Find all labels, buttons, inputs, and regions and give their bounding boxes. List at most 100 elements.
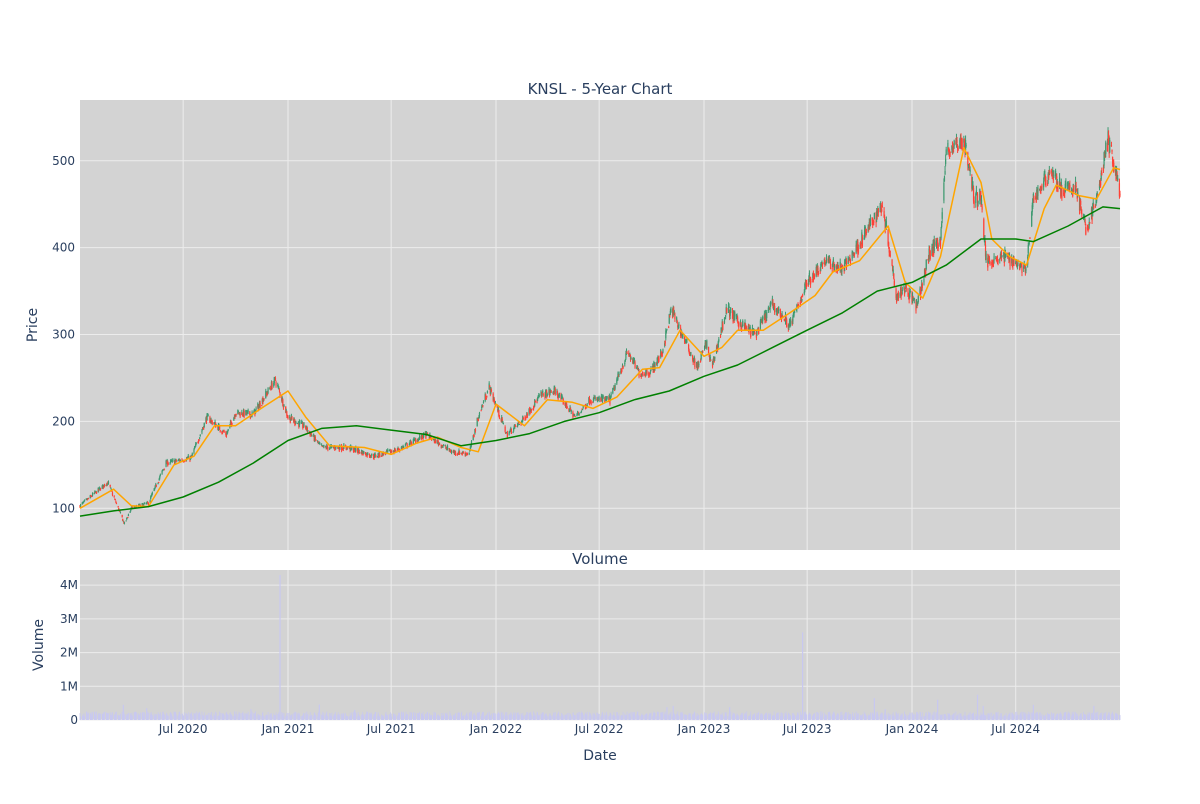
volume-bar bbox=[510, 713, 512, 720]
volume-bar bbox=[494, 713, 496, 720]
volume-bar bbox=[1096, 716, 1098, 720]
volume-bar bbox=[185, 713, 187, 720]
volume-bar bbox=[881, 713, 883, 720]
candle-body bbox=[123, 522, 126, 524]
candle-body bbox=[207, 413, 209, 416]
candle-body bbox=[91, 493, 94, 496]
volume-bar bbox=[483, 711, 484, 720]
volume-grid bbox=[80, 570, 1120, 721]
volume-bar bbox=[626, 714, 627, 720]
candle-body bbox=[86, 499, 89, 501]
candle-body bbox=[975, 190, 977, 195]
volume-bar bbox=[215, 711, 217, 720]
volume-bar bbox=[397, 715, 398, 720]
volume-bar bbox=[259, 715, 261, 720]
candle-body bbox=[1032, 198, 1034, 208]
candle-body bbox=[221, 432, 224, 434]
candle-body bbox=[807, 282, 809, 287]
candle-body bbox=[206, 413, 208, 421]
volume-bar bbox=[420, 713, 422, 720]
candle-body bbox=[624, 359, 626, 362]
volume-bar bbox=[889, 714, 891, 720]
volume-bar bbox=[479, 711, 480, 720]
volume-bar bbox=[410, 716, 411, 720]
candle-body bbox=[506, 432, 508, 438]
candle-body bbox=[158, 478, 160, 481]
candle-body bbox=[502, 422, 505, 424]
volume-bar bbox=[510, 712, 512, 720]
volume-bar bbox=[154, 715, 156, 720]
volume-bar bbox=[311, 715, 313, 720]
volume-bar bbox=[628, 713, 630, 720]
candle-body bbox=[553, 387, 555, 393]
candle-body bbox=[673, 312, 675, 315]
volume-spike-bar bbox=[672, 705, 674, 720]
candle-body bbox=[781, 313, 783, 318]
candle-body bbox=[266, 392, 268, 396]
volume-bar bbox=[187, 716, 189, 720]
volume-bar bbox=[85, 711, 87, 720]
volume-bar bbox=[941, 715, 943, 720]
volume-bar bbox=[267, 715, 268, 720]
volume-bar bbox=[223, 713, 225, 720]
volume-bar bbox=[394, 716, 395, 720]
volume-bar bbox=[1035, 713, 1037, 720]
volume-bar bbox=[669, 714, 671, 720]
volume-bar bbox=[101, 713, 103, 720]
volume-bar bbox=[295, 712, 297, 720]
candle-body bbox=[804, 283, 806, 289]
volume-bar bbox=[1071, 715, 1072, 720]
volume-bar bbox=[1099, 715, 1101, 720]
candle-body bbox=[817, 268, 819, 277]
volume-bar bbox=[700, 714, 701, 720]
volume-bar bbox=[509, 714, 511, 720]
volume-bar bbox=[379, 716, 381, 720]
volume-bar bbox=[1043, 715, 1045, 720]
volume-bar bbox=[1056, 713, 1058, 720]
candle-body bbox=[143, 503, 145, 506]
volume-bar bbox=[1079, 715, 1080, 720]
volume-bar bbox=[967, 714, 969, 720]
candle-body bbox=[473, 435, 475, 437]
candle-body bbox=[574, 414, 576, 416]
volume-bar bbox=[398, 712, 399, 720]
candle-body bbox=[957, 147, 959, 151]
volume-bar bbox=[339, 714, 341, 720]
volume-bar bbox=[984, 715, 986, 720]
candle-body bbox=[1109, 140, 1111, 153]
volume-bar bbox=[585, 714, 587, 720]
volume-bar bbox=[856, 715, 858, 720]
candle-body bbox=[142, 503, 144, 505]
candle-body bbox=[554, 387, 556, 390]
volume-bar bbox=[693, 711, 695, 720]
candle-body bbox=[931, 247, 934, 256]
volume-bar bbox=[956, 715, 958, 720]
candle-body bbox=[725, 315, 727, 317]
volume-bar bbox=[271, 716, 273, 720]
candle-body bbox=[560, 395, 563, 400]
volume-bar bbox=[112, 712, 113, 720]
volume-bar bbox=[89, 712, 91, 720]
volume-bar bbox=[714, 715, 716, 720]
price-tick-label: 200 bbox=[52, 414, 75, 428]
candle-body bbox=[346, 448, 348, 450]
volume-bar bbox=[688, 712, 690, 720]
volume-bar bbox=[430, 715, 432, 720]
volume-bar bbox=[642, 714, 643, 720]
volume-bar bbox=[705, 712, 707, 720]
candle-body bbox=[776, 309, 779, 313]
volume-bar bbox=[1056, 715, 1058, 720]
volume-bar bbox=[497, 711, 499, 720]
volume-bar bbox=[838, 714, 839, 720]
candle-body bbox=[566, 403, 568, 408]
volume-bar bbox=[730, 711, 732, 720]
volume-bar bbox=[741, 714, 743, 720]
candle-body bbox=[735, 314, 738, 317]
candle-body bbox=[608, 395, 611, 400]
volume-bar bbox=[255, 715, 257, 720]
volume-bar bbox=[1005, 713, 1007, 720]
volume-bar bbox=[171, 713, 173, 720]
candle-body bbox=[485, 395, 487, 400]
volume-bar bbox=[373, 714, 375, 720]
candle-body bbox=[143, 502, 145, 504]
